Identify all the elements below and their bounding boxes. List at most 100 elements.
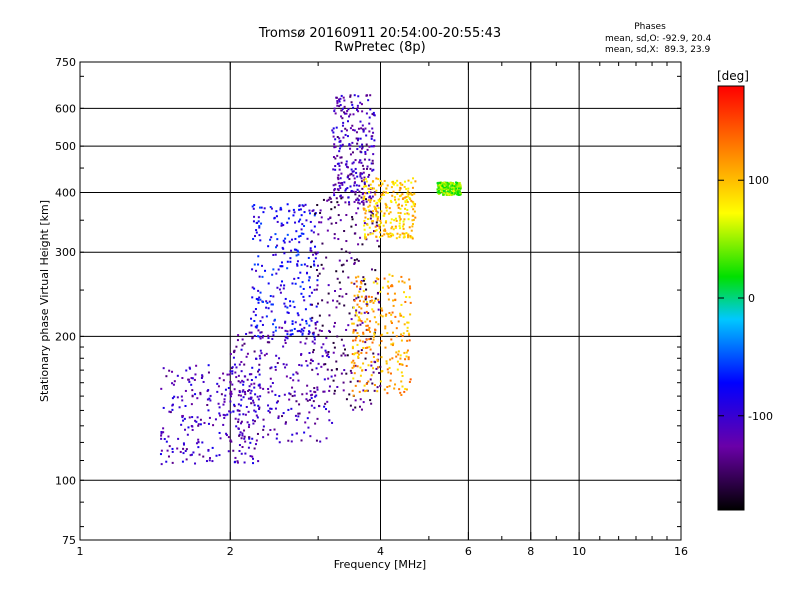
- data-point: [344, 127, 347, 130]
- data-point: [296, 372, 299, 375]
- data-point: [411, 219, 414, 222]
- data-point: [338, 137, 341, 140]
- data-point: [235, 345, 238, 348]
- data-point: [404, 207, 407, 210]
- data-point: [337, 238, 340, 241]
- data-point: [407, 356, 410, 359]
- data-point: [351, 215, 354, 218]
- data-point: [406, 212, 409, 215]
- data-point: [377, 184, 380, 187]
- data-point: [345, 188, 348, 191]
- data-point: [290, 440, 293, 443]
- data-point: [408, 196, 411, 199]
- data-point: [380, 356, 383, 359]
- data-point: [372, 111, 375, 114]
- data-point: [401, 374, 404, 377]
- data-point: [283, 284, 286, 287]
- data-point: [180, 395, 183, 398]
- data-point: [364, 296, 367, 299]
- data-point: [257, 370, 260, 373]
- data-point: [381, 333, 384, 336]
- data-point: [307, 426, 310, 429]
- data-point: [312, 231, 315, 234]
- data-point: [400, 333, 403, 336]
- data-point: [287, 217, 290, 220]
- data-point: [208, 416, 211, 419]
- data-point: [160, 437, 163, 440]
- data-point: [386, 368, 389, 371]
- data-point: [389, 211, 392, 214]
- data-point: [251, 296, 254, 299]
- data-point: [359, 323, 362, 326]
- data-point: [399, 195, 402, 198]
- data-point: [316, 388, 319, 391]
- data-point: [257, 384, 260, 387]
- data-point: [308, 212, 311, 215]
- data-point: [392, 304, 395, 307]
- data-point: [254, 235, 257, 238]
- data-point: [441, 185, 444, 188]
- data-point: [349, 94, 352, 97]
- data-point: [357, 355, 360, 358]
- data-point: [160, 449, 163, 452]
- stats-x-mode: mean, sd,X: 89.3, 23.9: [605, 45, 711, 55]
- data-point: [384, 229, 387, 232]
- data-point: [274, 233, 277, 236]
- colorbar-tick-label: -100: [748, 410, 773, 423]
- data-point: [405, 188, 408, 191]
- data-point: [385, 360, 388, 363]
- data-point: [310, 404, 313, 407]
- data-point: [386, 292, 389, 295]
- data-point: [361, 143, 364, 146]
- data-point: [191, 416, 194, 419]
- data-point: [237, 380, 240, 383]
- data-point: [350, 168, 353, 171]
- data-point: [356, 148, 359, 151]
- data-point: [405, 355, 408, 358]
- data-point: [342, 389, 345, 392]
- data-point: [372, 335, 375, 338]
- data-point: [367, 364, 370, 367]
- data-point: [173, 380, 176, 383]
- data-point: [392, 342, 395, 345]
- data-point: [262, 334, 265, 337]
- data-point: [352, 113, 355, 116]
- data-point: [361, 340, 364, 343]
- data-point: [171, 447, 174, 450]
- data-point: [391, 357, 394, 360]
- data-point: [234, 417, 237, 420]
- data-point: [337, 204, 340, 207]
- data-point: [369, 94, 372, 97]
- data-point: [361, 164, 364, 167]
- data-point: [311, 360, 314, 363]
- data-point: [362, 129, 365, 132]
- data-point: [237, 418, 240, 421]
- data-point: [407, 195, 410, 198]
- data-point: [250, 402, 253, 405]
- data-point: [365, 209, 368, 212]
- data-point: [240, 452, 243, 455]
- data-point: [376, 239, 379, 242]
- data-point: [335, 96, 338, 99]
- data-point: [330, 201, 333, 204]
- data-point: [357, 296, 360, 299]
- data-point: [292, 300, 295, 303]
- data-point: [295, 400, 298, 403]
- data-point: [296, 260, 299, 263]
- data-point: [275, 272, 278, 275]
- data-point: [248, 331, 251, 334]
- data-point: [194, 462, 197, 465]
- data-point: [259, 320, 262, 323]
- data-point: [256, 395, 259, 398]
- data-point: [342, 121, 345, 124]
- data-point: [313, 390, 316, 393]
- data-point: [245, 405, 248, 408]
- data-point: [306, 384, 309, 387]
- data-point: [171, 403, 174, 406]
- data-point: [369, 233, 372, 236]
- data-point: [333, 194, 336, 197]
- data-point: [374, 269, 377, 272]
- data-point: [389, 379, 392, 382]
- data-point: [208, 459, 211, 462]
